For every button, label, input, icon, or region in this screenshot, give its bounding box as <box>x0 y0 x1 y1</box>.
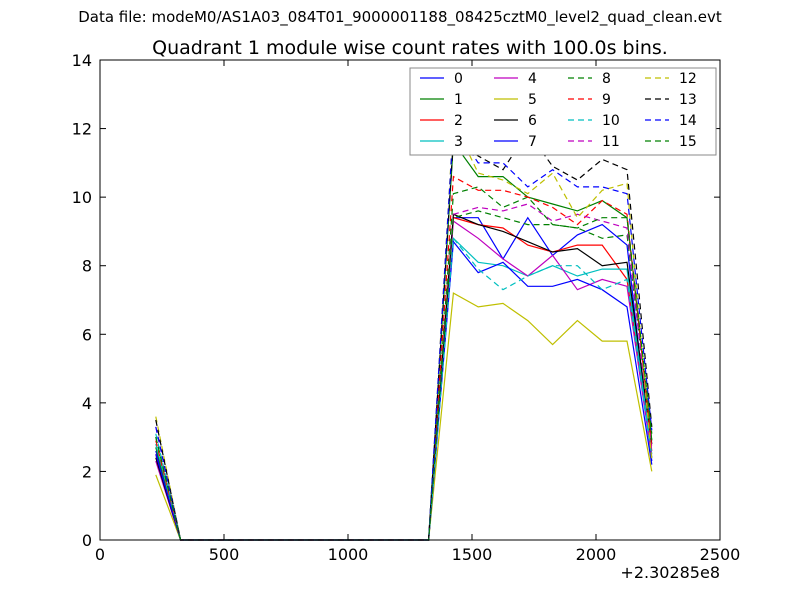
x-axis-offset-label: +2.30285e8 <box>620 563 720 582</box>
series-line-3 <box>155 236 653 541</box>
y-tick-label: 12 <box>72 120 92 139</box>
legend-label-8: 8 <box>602 71 611 87</box>
legend-label-9: 9 <box>602 92 611 108</box>
legend-label-4: 4 <box>528 71 537 87</box>
legend-label-10: 10 <box>602 113 620 129</box>
y-tick-label: 0 <box>82 531 92 550</box>
series-lines <box>155 119 653 541</box>
legend-label-12: 12 <box>679 71 697 87</box>
series-line-9 <box>155 175 653 541</box>
legend-label-5: 5 <box>528 92 537 108</box>
legend-label-0: 0 <box>454 71 463 87</box>
y-tick-label: 6 <box>82 325 92 344</box>
x-tick-label: 500 <box>209 545 240 564</box>
legend-label-7: 7 <box>528 134 537 150</box>
figure-suptitle: Data file: modeM0/AS1A03_084T01_90000011… <box>78 8 722 26</box>
y-tick-label: 14 <box>72 51 92 70</box>
legend-label-6: 6 <box>528 113 537 129</box>
series-line-12 <box>155 119 653 541</box>
series-line-1 <box>155 140 653 541</box>
series-line-14 <box>155 123 653 541</box>
series-line-15 <box>155 210 653 541</box>
x-tick-label: 2000 <box>576 545 617 564</box>
y-tick-label: 10 <box>72 188 92 207</box>
legend-label-14: 14 <box>679 113 697 129</box>
series-line-4 <box>155 220 653 541</box>
series-line-5 <box>155 292 653 541</box>
series-line-8 <box>155 186 653 541</box>
series-line-7 <box>155 240 653 541</box>
series-line-13 <box>155 130 653 541</box>
y-tick-label: 4 <box>82 394 92 413</box>
legend-label-1: 1 <box>454 92 463 108</box>
x-tick-label: 1500 <box>452 545 493 564</box>
y-tick-label: 8 <box>82 257 92 276</box>
plot-frame <box>99 59 721 541</box>
legend-label-15: 15 <box>679 134 697 150</box>
legend-label-3: 3 <box>454 134 463 150</box>
series-line-6 <box>155 213 653 541</box>
x-tick-label: 1000 <box>328 545 369 564</box>
legend-label-11: 11 <box>602 134 620 150</box>
y-tick-label: 2 <box>82 462 92 481</box>
series-line-10 <box>155 236 653 541</box>
legend-label-2: 2 <box>454 113 463 129</box>
series-line-11 <box>155 203 653 541</box>
legend-label-13: 13 <box>679 92 697 108</box>
x-tick-label: 2500 <box>700 545 741 564</box>
x-tick-label: 0 <box>95 545 105 564</box>
chart-title: Quadrant 1 module wise count rates with … <box>152 37 668 59</box>
